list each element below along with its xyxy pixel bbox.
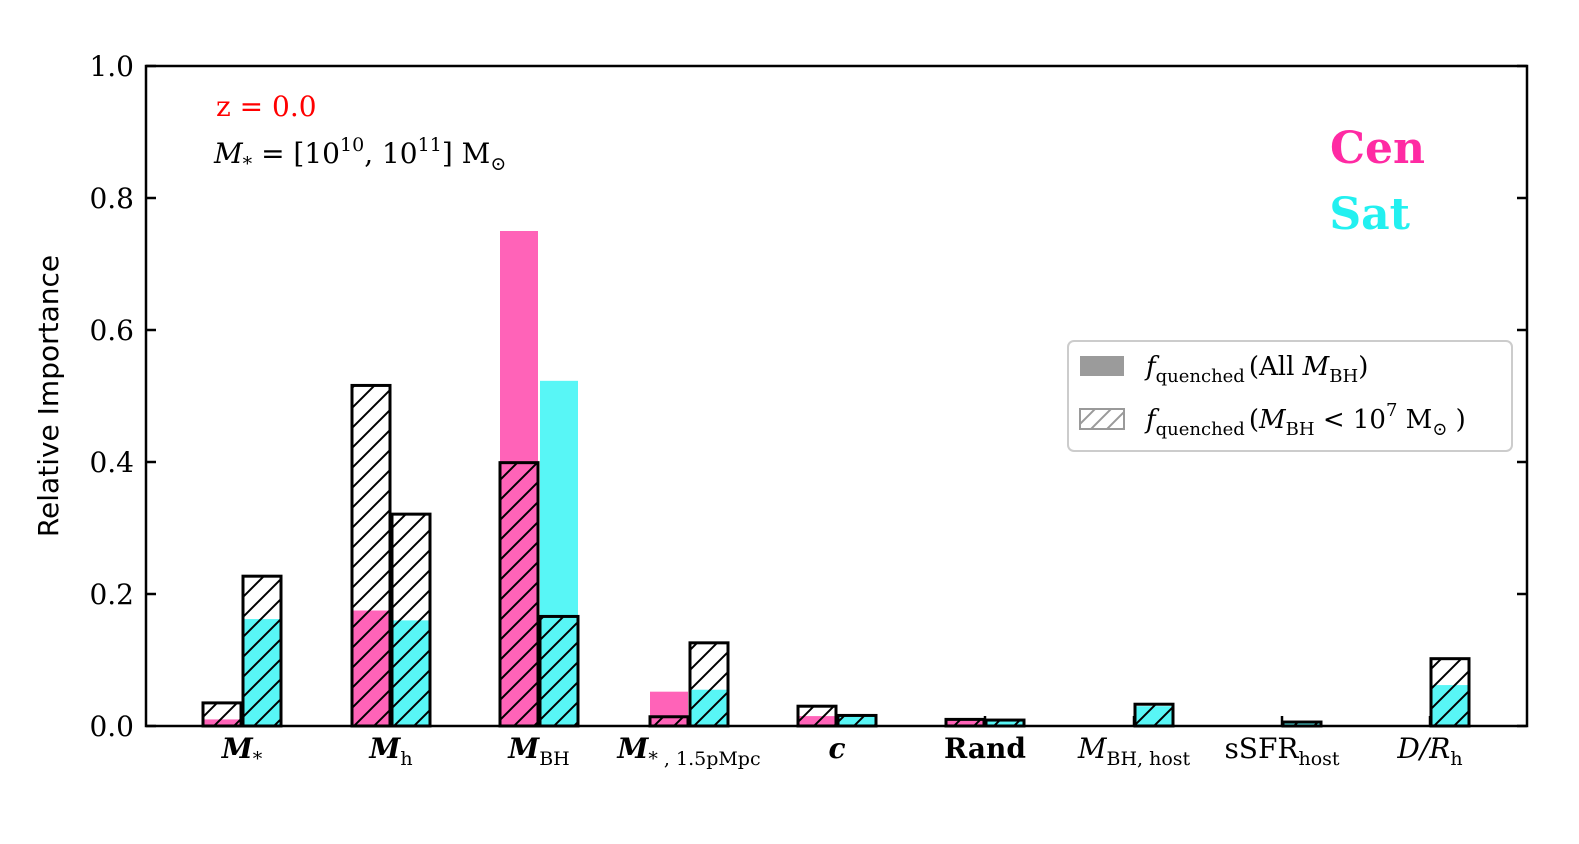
bars-layer xyxy=(201,231,1471,728)
cen-label: Cen xyxy=(1330,123,1425,174)
redshift-annotation: z = 0.0 xyxy=(216,90,317,123)
x-tick-label: MBH, host xyxy=(1077,732,1191,770)
y-tick-label: 0.8 xyxy=(89,182,134,215)
sat-label: Sat xyxy=(1329,189,1410,240)
x-tick-label: Rand xyxy=(944,732,1026,765)
axes-layer: 0.0 0.2 0.4 0.6 0.8 1.0 M* Mh MBH M* , 1.5pMpc c Ra… xyxy=(89,50,1529,770)
x-tick-label: M* xyxy=(221,732,263,770)
cen-hatched-bar xyxy=(648,715,690,728)
x-tick-label: M* , 1.5pMpc xyxy=(616,732,760,770)
x-tick-label: Mh xyxy=(368,732,412,770)
sat-hatched-bar xyxy=(241,574,283,728)
cen-hatched-bar xyxy=(201,701,243,728)
y-axis-label: Relative Importance xyxy=(32,255,65,537)
legend-entry-all: fquenched (All MBH) xyxy=(1144,352,1368,387)
x-tick-label: sSFRhost xyxy=(1224,732,1339,770)
cen-hatched-bar xyxy=(350,383,392,728)
legend-frame xyxy=(1067,340,1513,452)
sat-hatched-bar xyxy=(1133,702,1175,728)
y-tick-label: 0.0 xyxy=(89,710,134,743)
x-tick-label: D/Rh xyxy=(1396,732,1462,770)
y-tick-label: 0.6 xyxy=(89,314,134,347)
x-tick-label: MBH xyxy=(507,732,570,770)
mass-range-annotation: M* = [1010, 1011] M⊙ xyxy=(213,134,506,175)
sat-hatched-bar xyxy=(1429,657,1471,728)
x-tick-label: c xyxy=(828,732,845,765)
legend-entry-low-mbh: fquenched (MBH < 107 M⊙ ) xyxy=(1144,400,1466,440)
legend-swatch-filled xyxy=(1080,356,1124,376)
sat-hatched-bar xyxy=(538,614,580,728)
sat-hatched-bar xyxy=(390,512,432,728)
y-tick-label: 0.2 xyxy=(89,578,134,611)
y-tick-label: 1.0 xyxy=(89,50,134,83)
sat-hatched-bar xyxy=(836,713,878,728)
legend-swatch-hatched xyxy=(1079,408,1125,430)
sat-hatched-bar xyxy=(688,641,730,728)
legend: fquenched (All MBH) fquenched (MBH < 107 M… xyxy=(1067,340,1513,452)
cen-hatched-bar xyxy=(796,704,838,728)
y-tick-label: 0.4 xyxy=(89,446,134,479)
cen-hatched-bar xyxy=(498,461,540,728)
